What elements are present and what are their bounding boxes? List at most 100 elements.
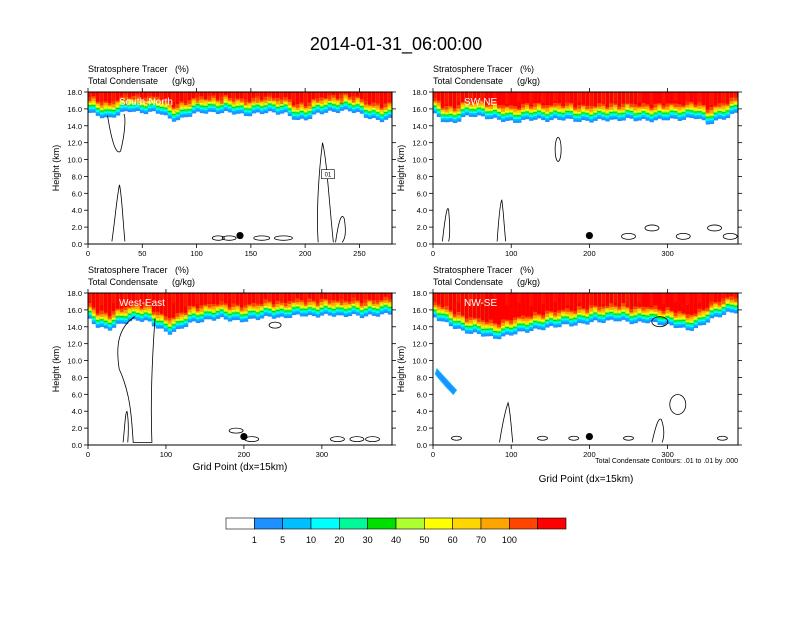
tracer-cell — [163, 92, 169, 101]
condensate-contour — [111, 184, 126, 242]
tracer-cell — [505, 293, 510, 320]
tracer-cell — [725, 293, 731, 298]
tracer-cell — [307, 92, 313, 103]
condensate-contour — [268, 321, 282, 329]
y-tick-label: 4.0 — [72, 206, 82, 215]
tracer-streak — [481, 92, 485, 104]
y-tick-label: 18.0 — [67, 88, 82, 97]
y-tick-label: 2.0 — [417, 424, 427, 433]
tracer-streak — [709, 92, 714, 106]
y-tick-label: 16.0 — [67, 105, 82, 114]
tracer-cell — [641, 293, 646, 307]
tracer-streak — [709, 293, 714, 307]
tracer-cell — [573, 293, 578, 312]
y-tick-label: 12.0 — [412, 139, 427, 148]
tracer-cell — [657, 92, 662, 104]
condensate-contour — [274, 235, 293, 241]
tracer-cell — [175, 293, 181, 314]
tracer-cell — [633, 293, 638, 307]
panel-frame — [87, 292, 393, 446]
tracer-cell — [359, 293, 365, 304]
y-tick-label: 10.0 — [412, 156, 427, 165]
tracer-streak — [364, 92, 368, 106]
tracer-cell — [151, 293, 157, 312]
tracer-cell — [629, 92, 634, 104]
x-axis-label: Grid Point (dx=15km) — [193, 462, 288, 473]
tracer-cell — [617, 293, 622, 307]
y-tick-label: 10.0 — [412, 357, 427, 366]
tracer-streak — [673, 293, 677, 303]
tracer-cell — [343, 92, 349, 96]
tracer-cell — [681, 293, 687, 314]
tracer-cell — [251, 92, 257, 98]
tracer-cell — [440, 293, 446, 308]
tracer-cell — [187, 293, 193, 306]
tracer-streak — [124, 293, 128, 307]
tracer-streak — [136, 293, 140, 305]
tracer-streak — [184, 293, 188, 307]
tracer-cell — [480, 293, 486, 321]
tracer-cell — [621, 293, 626, 304]
panel-header-line1-unit: (%) — [175, 64, 189, 74]
tracer-cell — [203, 293, 209, 305]
tracer-cell — [693, 293, 699, 314]
tracer-cell — [263, 293, 269, 300]
tracer-streak — [553, 92, 557, 102]
figure-title: 2014-01-31_06:00:00 — [310, 34, 482, 55]
tracer-cell — [223, 92, 229, 95]
tracer-streak — [445, 293, 449, 306]
tracer-cell — [497, 92, 502, 106]
condensate-contour — [716, 435, 728, 441]
tracer-cell — [367, 92, 373, 105]
tracer-cell — [295, 92, 301, 105]
tracer-streak — [352, 293, 356, 304]
condensate-contour — [441, 208, 451, 242]
y-tick-label: 0.0 — [72, 441, 82, 450]
tracer-streak — [352, 92, 356, 103]
tracer-streak — [685, 92, 690, 105]
colorbar-tick-label: 50 — [419, 535, 429, 545]
tracer-cell — [347, 293, 353, 302]
y-tick-label: 4.0 — [417, 407, 427, 416]
tracer-cell — [525, 293, 530, 317]
panel-frame — [87, 91, 393, 245]
tracer-cell — [452, 92, 458, 109]
tracer-cell — [103, 293, 109, 313]
panel-header-line2-unit: (g/kg) — [172, 76, 195, 86]
tracer-streak — [529, 92, 533, 106]
tracer-cell — [557, 92, 562, 104]
tracer-cell — [223, 293, 229, 304]
tracer-streak — [196, 293, 200, 305]
condensate-contour — [537, 435, 548, 441]
tracer-streak — [304, 293, 308, 307]
colorbar-tick-label: 100 — [502, 535, 517, 545]
tracer-streak — [505, 293, 509, 306]
tracer-cell — [593, 92, 598, 107]
tracer-cell — [171, 293, 177, 318]
tracer-streak — [292, 92, 296, 103]
tracer-cell — [103, 92, 109, 102]
tracer-streak — [505, 92, 509, 105]
tracer-cell — [371, 293, 377, 301]
tracer-cell — [573, 92, 578, 108]
tracer-cell — [549, 92, 554, 106]
condensate-contour — [211, 235, 225, 241]
condensate-contour — [228, 427, 244, 434]
tracer-streak — [196, 92, 200, 104]
tracer-cell — [287, 92, 293, 100]
x-tick-label: 300 — [661, 450, 674, 459]
tracer-cell — [669, 293, 674, 311]
condensate-contour — [554, 137, 562, 162]
tracer-cell — [689, 293, 695, 315]
tracer-cell — [259, 92, 265, 100]
panel-name: SW-NE — [464, 97, 497, 108]
tracer-cell — [641, 92, 646, 104]
x-tick-label: 200 — [583, 450, 596, 459]
tracer-streak — [661, 293, 665, 305]
tracer-streak — [268, 92, 272, 102]
tracer-cell — [629, 293, 634, 309]
tracer-streak — [565, 293, 569, 306]
tracer-streak — [457, 293, 461, 304]
colorbar-tick-label: 10 — [306, 535, 316, 545]
tracer-cell — [509, 92, 514, 106]
